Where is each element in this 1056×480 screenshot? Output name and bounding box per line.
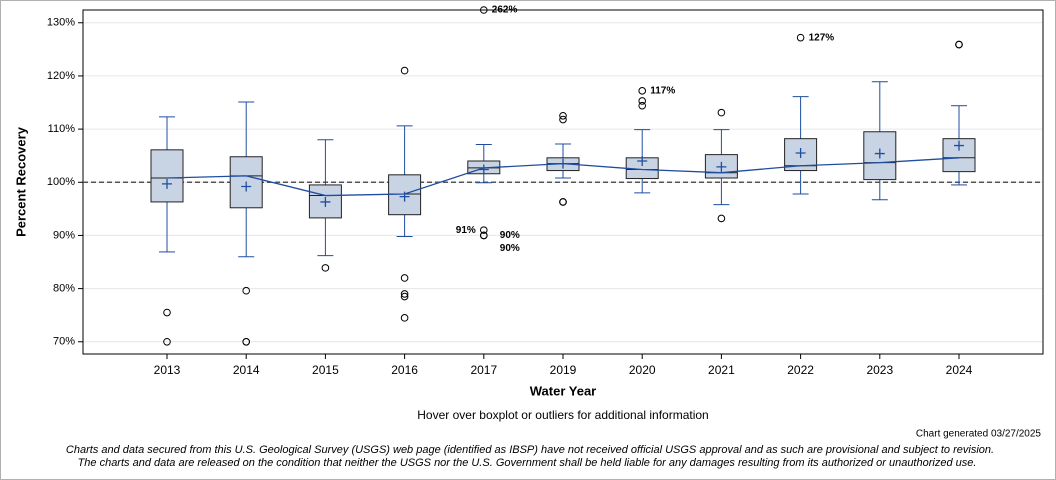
outlier: [559, 112, 567, 120]
outlier: [242, 286, 250, 295]
mean-marker: [874, 148, 885, 159]
outlier-label: 127%: [809, 32, 835, 43]
outlier: [480, 226, 488, 234]
outlier: [163, 308, 171, 317]
outlier: [717, 214, 726, 223]
outlier-label: 262%: [492, 5, 518, 16]
outlier: [717, 108, 726, 117]
outlier: [796, 33, 805, 42]
y-tick-label: 130%: [47, 17, 75, 29]
box: [150, 149, 184, 203]
outlier: [480, 6, 488, 14]
x-tick-label: 2020: [629, 363, 656, 377]
outlier-label: 91%: [456, 225, 476, 236]
outlier: [955, 40, 963, 49]
y-tick-label: 80%: [53, 283, 75, 295]
outlier: [638, 87, 647, 95]
mean-marker: [637, 155, 648, 166]
x-tick-label: 2024: [946, 363, 973, 377]
x-tick-label: 2023: [866, 363, 893, 377]
generated-note: Chart generated 03/27/2025: [916, 429, 1042, 440]
outlier: [559, 115, 567, 124]
outlier-label: 90%: [500, 230, 520, 241]
disclaimer: Charts and data secured from this U.S. G…: [66, 444, 994, 456]
x-tick-label: 2013: [154, 363, 181, 377]
outlier: [559, 198, 567, 206]
mean-marker: [320, 196, 331, 207]
x-tick-label: 2015: [312, 363, 339, 377]
disclaimer: The charts and data are released on the …: [78, 457, 977, 469]
y-tick-label: 70%: [53, 336, 75, 348]
outlier-label: 90%: [500, 243, 520, 254]
x-tick-label: 2017: [470, 363, 497, 377]
y-tick-label: 110%: [48, 123, 76, 135]
outlier: [321, 264, 330, 272]
mean-marker: [162, 178, 172, 189]
mean-marker: [241, 181, 252, 192]
outlier: [400, 274, 409, 282]
outlier: [400, 66, 409, 75]
median-line: [166, 157, 960, 197]
x-tick-label: 2014: [233, 363, 260, 377]
x-tick-label: 2019: [550, 363, 577, 377]
y-tick-label: 120%: [47, 70, 75, 82]
outlier: [400, 290, 409, 298]
outlier-label: 117%: [650, 85, 675, 96]
outlier: [163, 337, 171, 346]
outlier: [480, 231, 488, 240]
x-tick-label: 2021: [708, 363, 735, 377]
mean-marker: [716, 161, 727, 172]
mean-marker: [954, 140, 964, 151]
outlier: [400, 292, 409, 301]
x-axis-label: Water Year: [530, 383, 597, 398]
y-tick-label: 100%: [47, 176, 75, 188]
outlier: [638, 101, 647, 110]
outlier: [400, 314, 409, 322]
x-tick-label: 2022: [787, 363, 814, 377]
mean-marker: [795, 148, 806, 159]
hover-note: Hover over boxplot or outliers for addit…: [417, 408, 708, 422]
outlier: [638, 97, 647, 105]
x-tick-label: 2016: [391, 363, 418, 377]
y-axis-label: Percent Recovery: [13, 126, 28, 237]
y-tick-label: 90%: [53, 229, 75, 241]
outlier: [242, 337, 250, 346]
